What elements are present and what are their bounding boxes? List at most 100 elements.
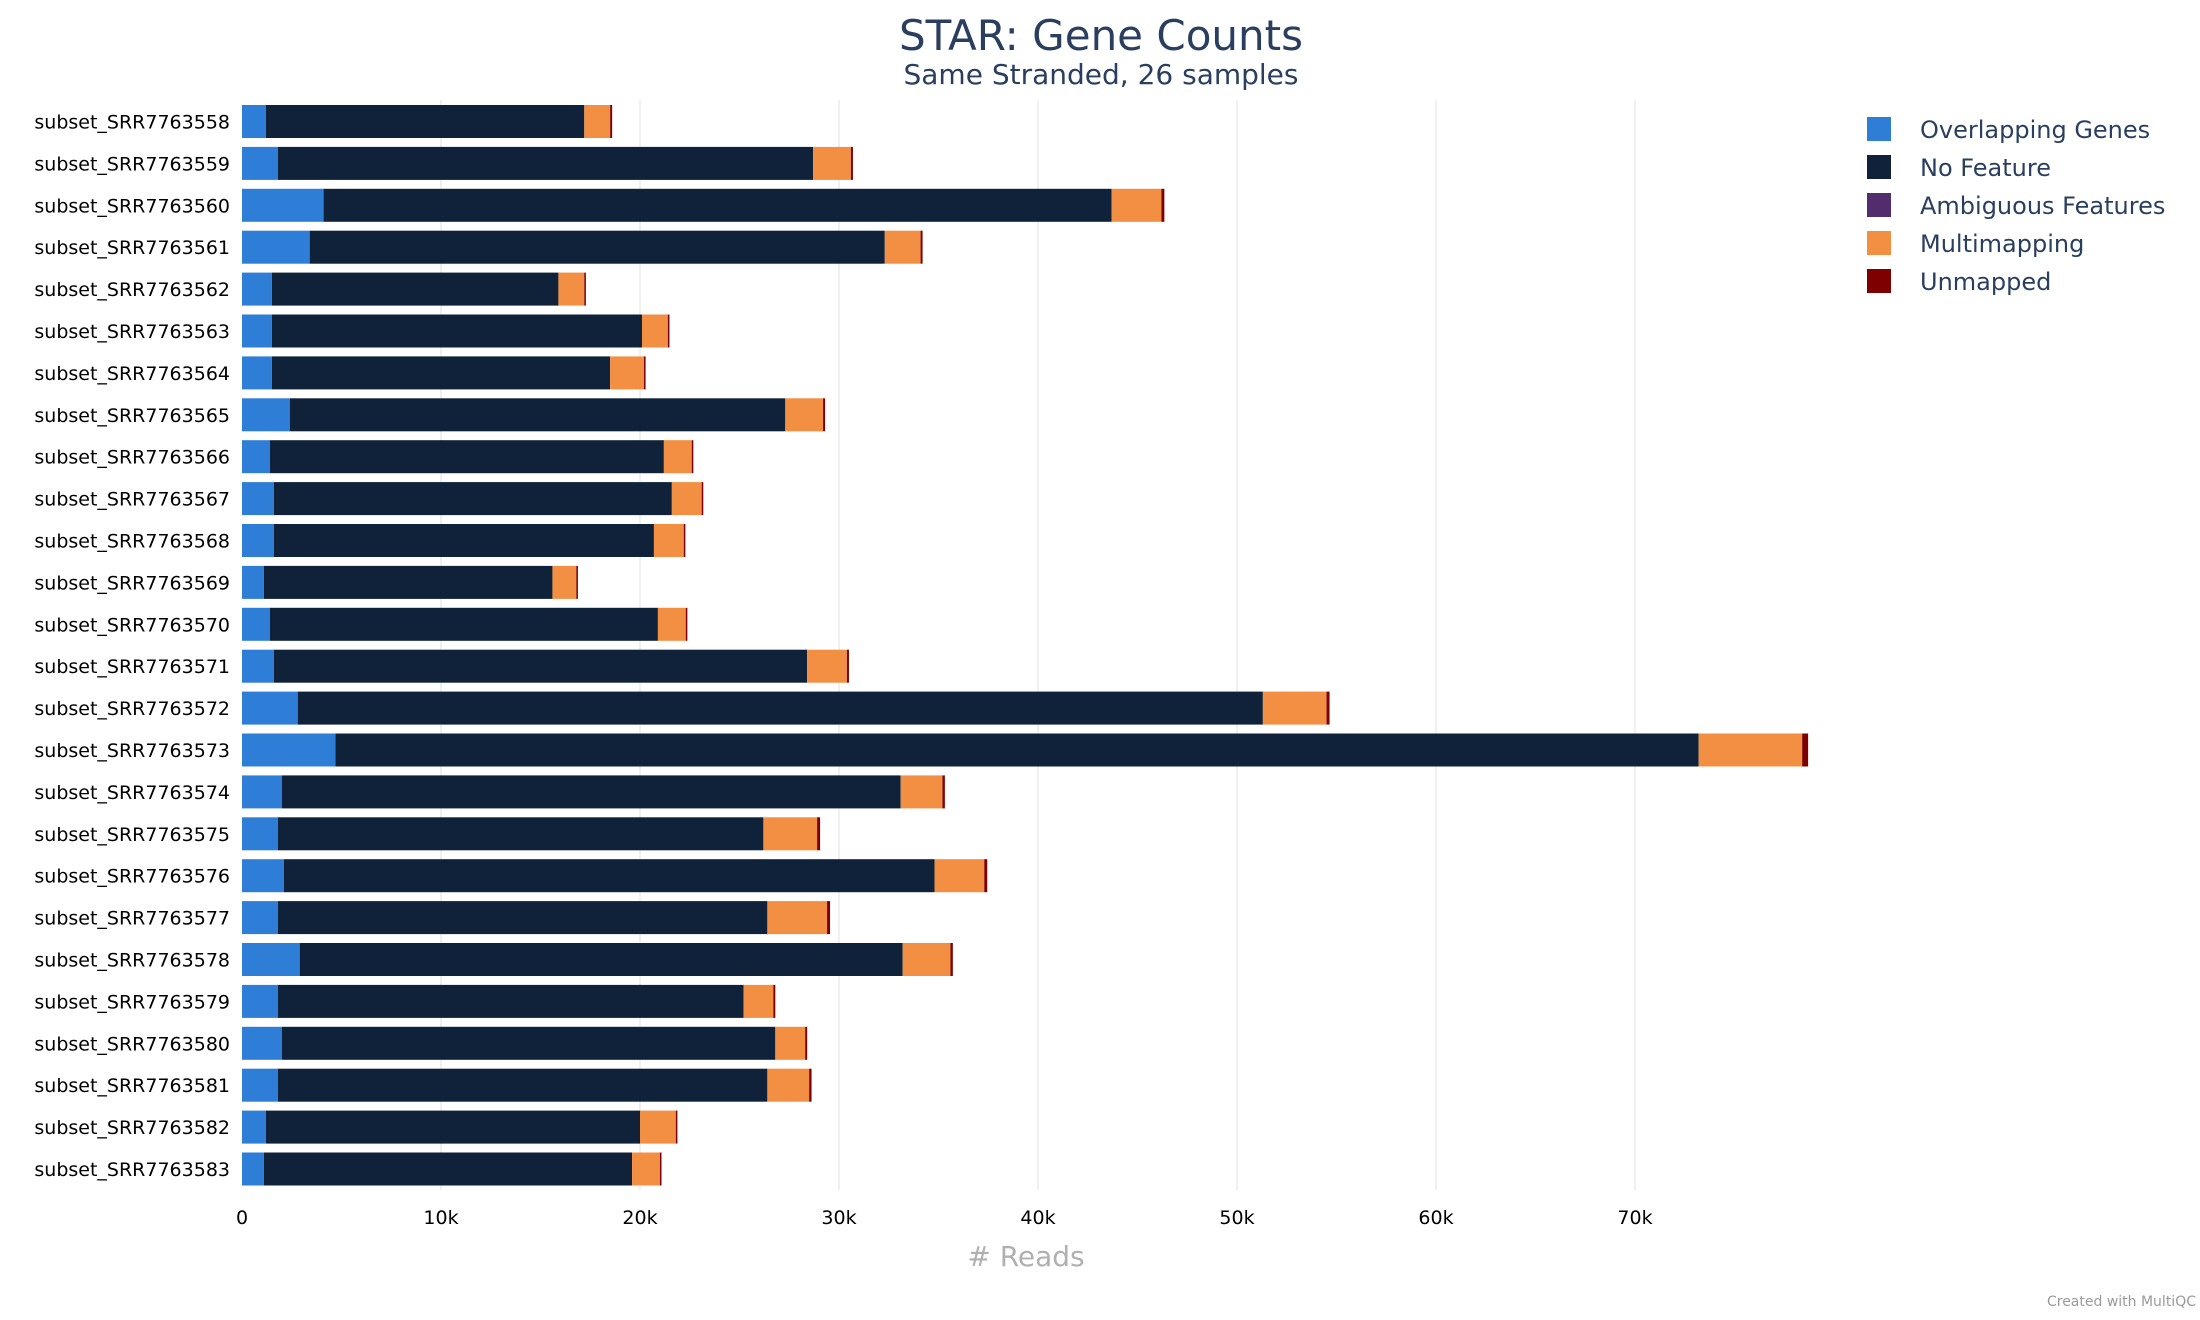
bar-segment[interactable] [277,146,814,180]
bar-segment[interactable] [817,817,821,851]
bar-segment[interactable] [281,1026,776,1060]
bar-segment[interactable] [269,607,658,641]
bar-segment[interactable] [675,1110,678,1144]
bar-segment[interactable] [934,859,985,893]
bar-segment[interactable] [242,482,274,516]
bar-segment[interactable] [242,565,264,599]
bar-segment[interactable] [663,440,692,474]
bar-segment[interactable] [763,817,818,851]
bar-segment[interactable] [242,1068,278,1102]
bar-segment[interactable] [271,272,559,306]
bar-segment[interactable] [323,188,1112,222]
bar-segment[interactable] [558,272,585,306]
bar-segment[interactable] [242,733,336,767]
bar-segment[interactable] [273,649,808,683]
bar-segment[interactable] [667,314,670,348]
bar-segment[interactable] [335,733,1699,767]
bar-segment[interactable] [813,146,851,180]
legend-item[interactable]: Unmapped [1867,268,2051,296]
bar-segment[interactable] [685,607,688,641]
bar-segment[interactable] [610,105,613,138]
bar-segment[interactable] [785,398,824,432]
bar-segment[interactable] [242,817,278,851]
bar-segment[interactable] [691,440,694,474]
bar-segment[interactable] [823,398,826,432]
bar-segment[interactable] [242,398,290,432]
bar-segment[interactable] [809,1068,812,1102]
bar-segment[interactable] [1698,733,1803,767]
bar-segment[interactable] [807,649,847,683]
bar-segment[interactable] [641,314,668,348]
bar-segment[interactable] [659,1152,662,1186]
bar-segment[interactable] [242,524,274,557]
bar-segment[interactable] [683,524,686,557]
bar-segment[interactable] [242,1110,266,1144]
bar-segment[interactable] [920,230,923,264]
bar-segment[interactable] [1161,188,1165,222]
bar-segment[interactable] [277,817,764,851]
bar-segment[interactable] [552,565,577,599]
bar-segment[interactable] [942,775,945,809]
bar-segment[interactable] [767,1068,810,1102]
bar-segment[interactable] [299,943,903,976]
bar-segment[interactable] [269,440,664,474]
bar-segment[interactable] [297,691,1263,725]
legend-item[interactable]: Multimapping [1867,230,2084,258]
bar-segment[interactable] [281,775,901,809]
legend[interactable]: Overlapping Genes No Feature Ambiguous Fea… [1867,116,2165,296]
bar-segment[interactable] [584,105,611,138]
legend-item[interactable]: No Feature [1867,154,2051,182]
bar-segment[interactable] [640,1110,676,1144]
bar-segment[interactable] [576,565,578,599]
bar-segment[interactable] [242,607,270,641]
bar-segment[interactable] [743,984,774,1018]
bar-segment[interactable] [610,356,644,390]
bar-segment[interactable] [242,901,278,935]
bar-segment[interactable] [242,356,272,390]
bar-segment[interactable] [273,524,654,557]
bar-segment[interactable] [265,1110,640,1144]
bar-segment[interactable] [242,105,266,138]
bar-segment[interactable] [671,482,702,516]
bar-segment[interactable] [242,230,310,264]
bar-segment[interactable] [984,859,988,893]
bar-segment[interactable] [271,356,611,390]
bar-segment[interactable] [263,565,553,599]
bar-segment[interactable] [950,943,953,976]
bar-segment[interactable] [277,901,768,935]
bar-segment[interactable] [850,146,853,180]
bar-segment[interactable] [242,440,270,474]
bar-segment[interactable] [242,859,284,893]
bar-segment[interactable] [805,1026,808,1060]
bar-segment[interactable] [657,607,686,641]
bar-segment[interactable] [242,649,274,683]
bar-segment[interactable] [283,859,935,893]
bar-segment[interactable] [701,482,704,516]
bar-segment[interactable] [277,1068,768,1102]
bar-segment[interactable] [773,984,776,1018]
bar-segment[interactable] [242,1026,282,1060]
bar-segment[interactable] [273,482,672,516]
bar-segment[interactable] [242,984,278,1018]
bar-segment[interactable] [900,775,943,809]
bar-segment[interactable] [632,1152,660,1186]
legend-item[interactable]: Ambiguous Features [1867,192,2165,220]
bar-segment[interactable] [653,524,684,557]
bar-segment[interactable] [242,943,300,976]
bar-segment[interactable] [289,398,786,432]
bar-segment[interactable] [1262,691,1327,725]
bar-segment[interactable] [265,105,585,138]
bar-segment[interactable] [902,943,951,976]
bar-segment[interactable] [643,356,646,390]
legend-item[interactable]: Overlapping Genes [1867,116,2150,144]
bar-segment[interactable] [263,1152,633,1186]
bar-segment[interactable] [309,230,885,264]
bar-segment[interactable] [242,691,298,725]
bar-segment[interactable] [242,775,282,809]
bar-segment[interactable] [242,272,272,306]
bar-segment[interactable] [827,901,831,935]
bar-segment[interactable] [884,230,921,264]
bar-segment[interactable] [775,1026,806,1060]
bar-segment[interactable] [846,649,849,683]
bar-segment[interactable] [277,984,744,1018]
